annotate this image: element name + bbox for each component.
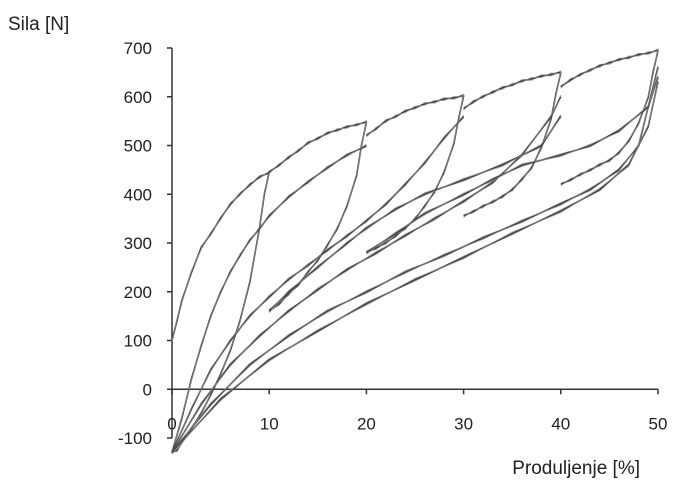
- series-line-4: [560, 49, 659, 186]
- y-tick-label: 500: [124, 137, 152, 156]
- series-line-4: [560, 48, 659, 184]
- series-line-3: [463, 70, 562, 216]
- series-line-9: [171, 81, 659, 454]
- series-line-8: [171, 68, 659, 455]
- series-line-3: [463, 71, 562, 217]
- series-line-3: [463, 70, 562, 218]
- series-line-1: [268, 120, 367, 311]
- series-line-7: [171, 96, 562, 454]
- x-tick-label: 10: [260, 414, 279, 433]
- x-tick-label: 20: [357, 414, 376, 433]
- x-tick-label: 0: [167, 414, 176, 433]
- series-line-1: [268, 120, 367, 313]
- y-tick-label: 200: [124, 283, 152, 302]
- series-line-11: [366, 78, 659, 255]
- series-line-9: [171, 83, 659, 455]
- y-tick-label: 400: [124, 185, 152, 204]
- tick-labels: -100 0 100 200 300 400 500 600 700 0 10 20 30 40 50: [118, 39, 667, 448]
- series-line-5: [171, 144, 367, 453]
- y-tick-label: 300: [124, 234, 152, 253]
- series-line-8: [171, 65, 659, 452]
- series-line-6: [171, 114, 465, 455]
- y-tick-label: 700: [124, 39, 152, 58]
- plot-area: [171, 48, 659, 455]
- series-line-10: [268, 117, 562, 313]
- series-line-8: [171, 67, 659, 454]
- series-line-9: [171, 80, 659, 452]
- series-line-10: [268, 115, 562, 312]
- x-tick-label: 30: [454, 414, 473, 433]
- series-line-7: [171, 97, 562, 455]
- series-line-2: [366, 93, 465, 255]
- x-axis-label: Produljenje [%]: [512, 458, 640, 479]
- y-tick-label: 600: [124, 88, 152, 107]
- y-tick-label: -100: [118, 429, 152, 448]
- x-tick-label: 40: [551, 414, 570, 433]
- y-tick-label: 100: [124, 332, 152, 351]
- y-axis-label: Sila [N]: [8, 14, 69, 35]
- series-line-5: [171, 143, 367, 455]
- y-tick-label: 0: [143, 380, 152, 399]
- series-line-4: [560, 48, 659, 187]
- x-tick-label: 50: [649, 414, 668, 433]
